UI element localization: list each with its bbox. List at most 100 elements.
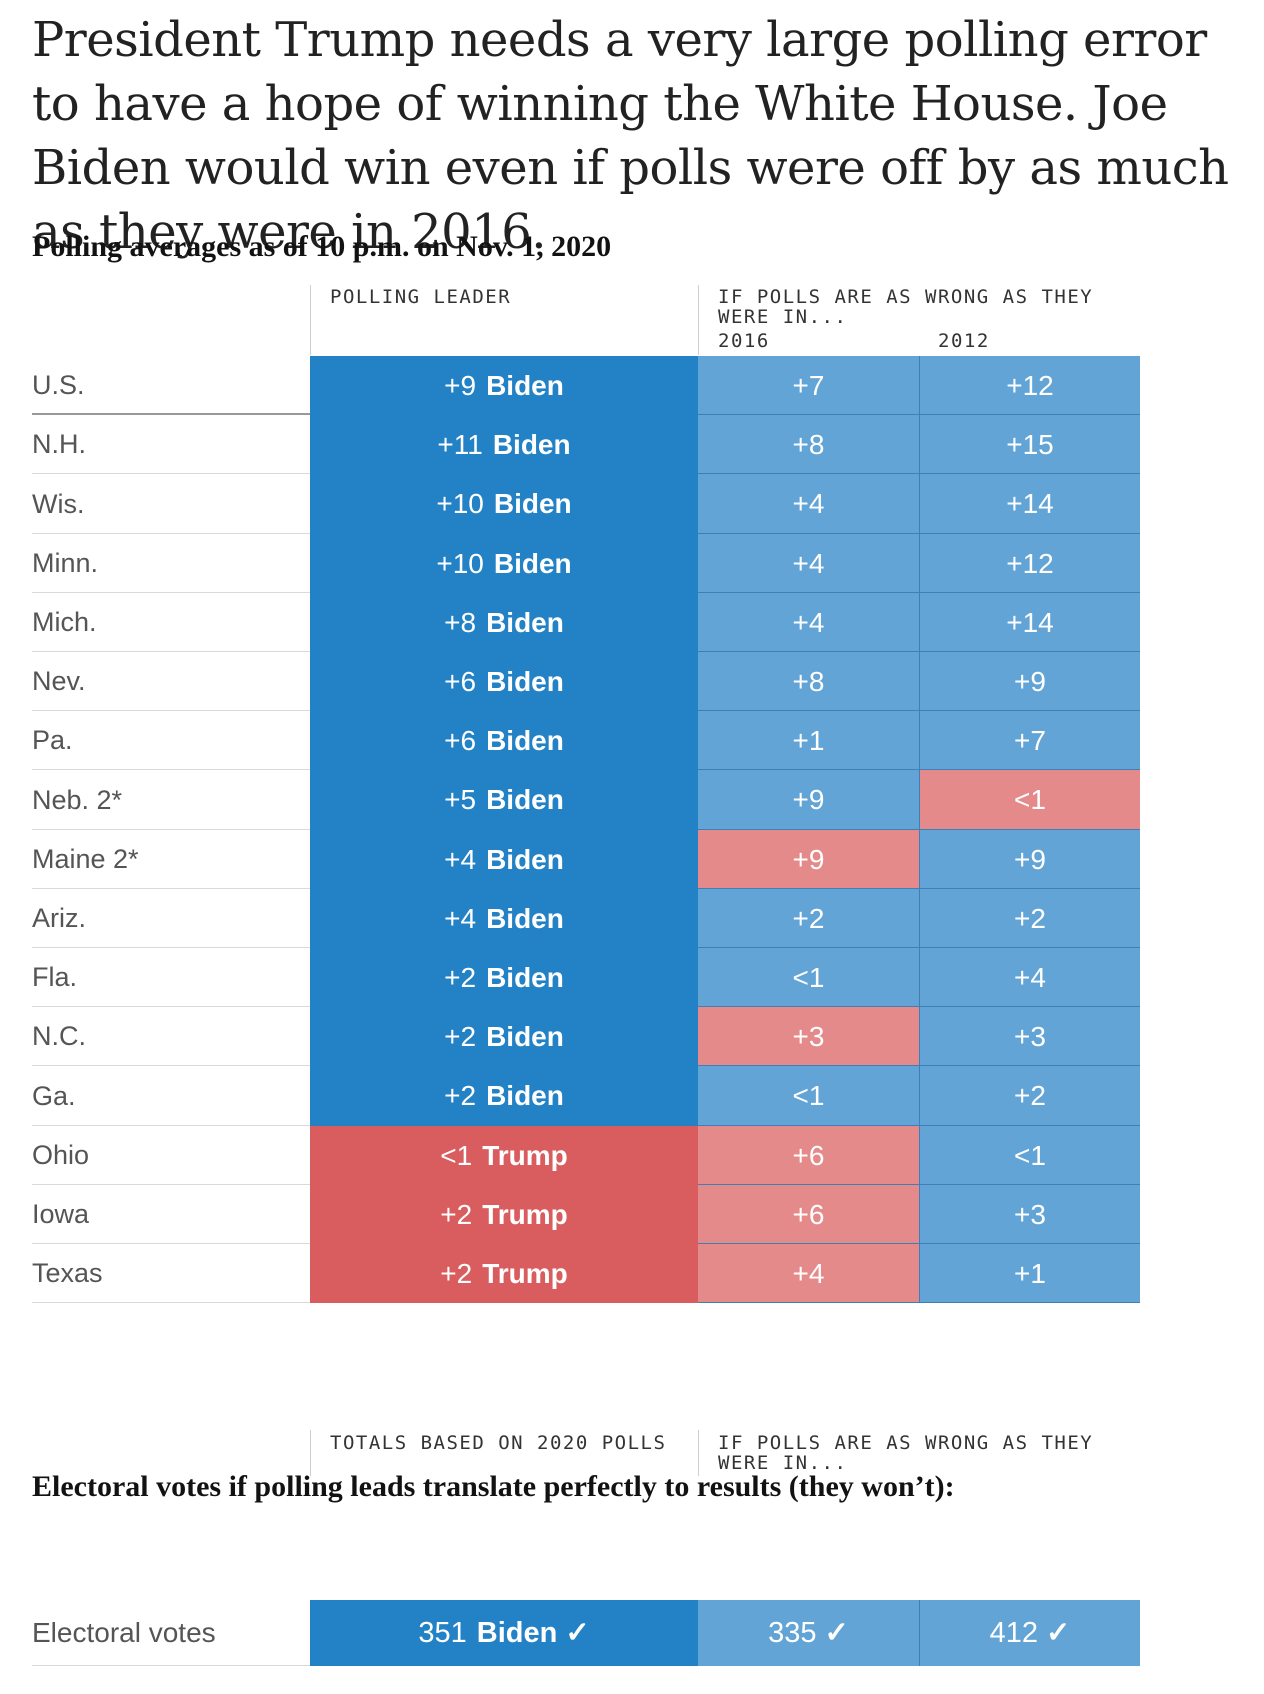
leader-name: Trump [482, 1258, 568, 1289]
scenario-2016-cell: <1 [698, 1066, 920, 1126]
header-divider-scenario [698, 285, 699, 355]
leader-margin: +11 [437, 429, 483, 460]
totals-header: TOTALS BASED ON 2020 POLLS [330, 1432, 667, 1454]
leader-margin: +2 [444, 962, 477, 993]
leader-name: Biden [493, 548, 572, 579]
scenario-2016-margin: +1 [792, 725, 825, 756]
scenario-2016-margin: +4 [792, 1258, 825, 1289]
leader-name: Trump [482, 1199, 568, 1230]
scenario-2016-cell: +4 [698, 534, 920, 593]
state-label: Iowa [32, 1185, 334, 1244]
ev-divider-left [310, 1430, 311, 1476]
scenario-2012-margin: +9 [1014, 666, 1046, 697]
ev-total-2020: 351 Biden ✓ [310, 1600, 698, 1666]
scenario-2012-cell: +7 [920, 711, 1140, 770]
scenario-2012-cell: +12 [920, 356, 1140, 415]
scenario-2012-cell: +14 [920, 593, 1140, 652]
scenario-2016-cell: +8 [698, 415, 920, 474]
scenario-2012-margin: +12 [1006, 370, 1054, 401]
leader-name: Biden [486, 666, 564, 697]
leader-margin: +10 [436, 548, 484, 579]
state-label: Maine 2* [32, 830, 334, 889]
scenario-2012-cell: +3 [920, 1007, 1140, 1066]
leader-margin: +2 [444, 1021, 477, 1052]
scenario-2016-cell: +4 [698, 593, 920, 652]
scenario-2012-margin: +1 [1014, 1258, 1046, 1289]
leader-margin: +2 [444, 1080, 477, 1111]
scenario-2016-cell: +4 [698, 474, 920, 534]
scenario-2016-margin: +4 [792, 488, 825, 519]
leader-name: Biden [486, 1080, 564, 1111]
scenario-2016-margin: +4 [792, 548, 825, 579]
leader-cell: +2 Trump [310, 1185, 698, 1244]
ev-total-2020-value: 351 [418, 1617, 467, 1649]
leader-margin: +4 [444, 903, 477, 934]
state-label: Nev. [32, 652, 334, 711]
leader-cell: +8 Biden [310, 593, 698, 652]
scenario-2016-margin: +9 [792, 844, 825, 875]
leader-cell: +9 Biden [310, 356, 698, 415]
leader-cell: +10 Biden [310, 534, 698, 593]
ev-total-2020-leader: Biden [476, 1617, 558, 1649]
state-label: Ohio [32, 1126, 334, 1185]
scenario-2016-cell: +1 [698, 711, 920, 770]
leader-cell: +5 Biden [310, 770, 698, 830]
leader-name: Biden [486, 725, 564, 756]
scenario-2016-margin: <1 [792, 1080, 825, 1111]
scenario-2012-cell: +9 [920, 652, 1140, 711]
leader-cell: +2 Biden [310, 948, 698, 1007]
scenario-2012-margin: +2 [1014, 903, 1046, 934]
polling-subtitle: Polling averages as of 10 p.m. on Nov. 1… [32, 230, 612, 263]
scenario-2016-cell: +8 [698, 652, 920, 711]
scenario-2016-margin: +9 [792, 784, 825, 815]
scenario-2012-margin: +14 [1006, 607, 1054, 638]
leader-margin: +6 [444, 725, 477, 756]
scenario-2016-cell: +9 [698, 770, 920, 830]
scenario-2016-cell: +6 [698, 1185, 920, 1244]
scenario-2012-cell: +2 [920, 889, 1140, 948]
scenario-2016-margin: +8 [792, 429, 825, 460]
scenario-2012-cell: <1 [920, 770, 1140, 830]
electoral-votes-label: Electoral votes [32, 1600, 334, 1666]
ev-total-2012: 412 ✓ [920, 1600, 1140, 1666]
leader-cell: +6 Biden [310, 711, 698, 770]
scenario-2012-margin: +7 [1014, 725, 1046, 756]
leader-name: Biden [486, 607, 564, 638]
state-label: N.H. [32, 415, 334, 474]
scenario-2012-cell: <1 [920, 1126, 1140, 1185]
scenario-2016-cell: +2 [698, 889, 920, 948]
leader-name: Biden [486, 1021, 564, 1052]
year-2012-header: 2012 [938, 330, 990, 352]
ev-total-2016-value: 335 [768, 1617, 817, 1649]
scenario-2012-cell: +1 [920, 1244, 1140, 1303]
scenario-2016-cell: <1 [698, 948, 920, 1007]
scenario-2012-margin: +3 [1014, 1199, 1046, 1230]
state-label: Fla. [32, 948, 334, 1007]
scenario-2012-margin: +12 [1006, 548, 1054, 579]
state-label: Wis. [32, 474, 334, 534]
scenario-2016-margin: +8 [792, 666, 825, 697]
check-icon: ✓ [565, 1617, 590, 1649]
leader-cell: +4 Biden [310, 830, 698, 889]
scenario-2016-cell: +9 [698, 830, 920, 889]
leader-cell: +10 Biden [310, 474, 698, 534]
leader-margin: <1 [440, 1140, 473, 1171]
scenario-2012-margin: +14 [1006, 488, 1054, 519]
leader-margin: +10 [436, 488, 484, 519]
state-label: Texas [32, 1244, 334, 1303]
ev-total-2012-value: 412 [989, 1617, 1039, 1649]
scenario-2012-margin: +9 [1014, 844, 1046, 875]
leader-name: Biden [493, 488, 572, 519]
scenario-2012-cell: +12 [920, 534, 1140, 593]
leader-name: Biden [486, 844, 564, 875]
state-label: Ga. [32, 1066, 334, 1126]
scenario-2012-cell: +14 [920, 474, 1140, 534]
scenario-2012-margin: <1 [1014, 1140, 1046, 1171]
scenario-2012-margin: +2 [1014, 1080, 1046, 1111]
leader-margin: +6 [444, 666, 477, 697]
leader-cell: +2 Biden [310, 1066, 698, 1126]
check-icon: ✓ [824, 1617, 849, 1649]
electoral-subtitle: Electoral votes if polling leads transla… [32, 1470, 955, 1503]
scenario-2016-margin: <1 [792, 962, 825, 993]
state-label: U.S. [32, 356, 334, 415]
